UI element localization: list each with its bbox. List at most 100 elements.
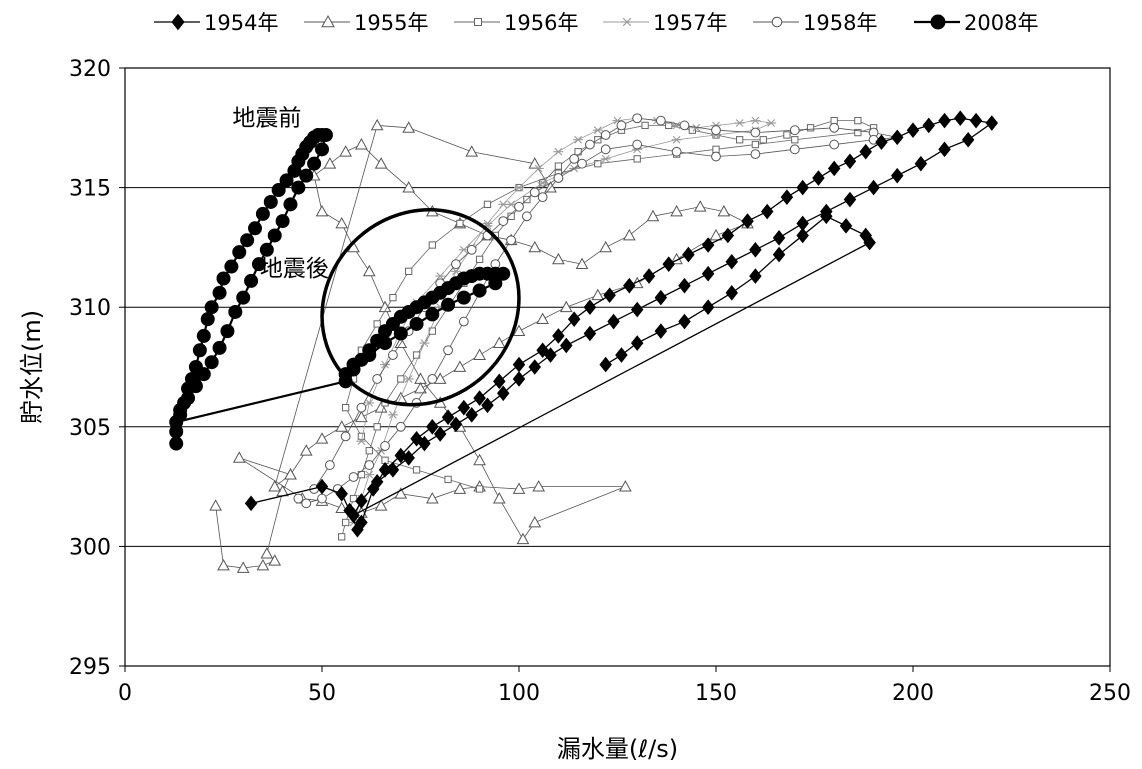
plot-area-frame	[124, 67, 1111, 667]
data-point	[450, 267, 461, 276]
data-point	[426, 418, 439, 435]
data-point	[380, 441, 390, 451]
data-point	[512, 371, 526, 387]
data-point	[293, 493, 304, 504]
data-point	[472, 283, 487, 298]
data-point	[528, 359, 542, 375]
data-point	[244, 273, 259, 288]
data-point	[567, 311, 581, 327]
x-tick-label: 0	[118, 681, 132, 706]
data-point	[791, 136, 799, 144]
data-point	[403, 375, 414, 383]
data-point	[496, 385, 510, 402]
data-point	[473, 453, 486, 466]
data-point	[355, 410, 368, 423]
data-point	[473, 348, 486, 360]
series-line	[250, 117, 993, 531]
data-point	[473, 390, 486, 406]
data-point	[859, 227, 872, 244]
data-point	[362, 348, 377, 363]
data-point	[441, 409, 455, 426]
data-point	[449, 416, 463, 433]
data-point	[372, 374, 383, 384]
gridlines	[125, 187, 1110, 547]
data-point	[721, 227, 735, 244]
annotation-label: 地震前	[232, 105, 301, 131]
legend-label: 1957年	[653, 11, 727, 35]
data-point	[725, 285, 739, 301]
data-point	[251, 257, 266, 272]
data-point	[655, 115, 666, 126]
y-tick-label: 320	[69, 57, 111, 82]
data-point	[212, 340, 227, 355]
legend-item: 1957年	[603, 11, 727, 35]
data-point	[583, 299, 597, 316]
data-point	[389, 293, 397, 302]
data-point	[204, 300, 219, 315]
data-point	[670, 204, 683, 217]
data-point	[268, 554, 282, 566]
data-point	[267, 228, 282, 243]
data-point	[969, 112, 983, 129]
data-point	[854, 116, 862, 125]
data-point	[374, 499, 388, 511]
data-point	[693, 200, 707, 212]
data-point	[961, 131, 975, 148]
data-point	[493, 373, 506, 390]
data-point	[341, 518, 350, 527]
data-point	[340, 431, 351, 442]
data-point	[711, 151, 721, 162]
data-point	[412, 351, 421, 359]
data-point	[616, 120, 627, 131]
y-tick-label: 310	[69, 296, 111, 321]
data-point	[783, 131, 791, 139]
data-point	[854, 128, 862, 137]
data-point	[577, 158, 587, 169]
data-point	[749, 241, 762, 258]
data-point	[789, 125, 800, 136]
data-point	[938, 141, 951, 158]
data-point	[709, 228, 723, 241]
data-point	[583, 325, 597, 342]
data-point	[244, 495, 258, 512]
data-point	[284, 468, 297, 480]
data-point	[938, 112, 951, 129]
data-point	[621, 17, 633, 27]
data-point	[394, 487, 408, 499]
data-point	[796, 179, 809, 196]
data-point	[196, 367, 211, 382]
data-point	[772, 230, 786, 246]
data-point	[380, 360, 391, 369]
legend-item: 1958年	[753, 11, 877, 35]
legend-item: 1956年	[454, 11, 578, 35]
data-point	[630, 335, 644, 351]
data-point	[348, 472, 359, 482]
data-point	[362, 264, 376, 277]
data-point	[299, 168, 314, 183]
data-point	[711, 125, 721, 136]
data-point	[240, 233, 255, 248]
data-point	[347, 507, 360, 524]
data-point	[829, 139, 840, 150]
data-point	[457, 399, 471, 416]
data-point	[216, 271, 231, 286]
data-point	[552, 252, 565, 265]
data-point	[236, 290, 251, 305]
data-point	[521, 211, 532, 222]
data-point	[734, 119, 745, 127]
data-point	[181, 391, 196, 406]
data-point	[341, 404, 350, 412]
data-point	[600, 155, 611, 163]
data-point	[481, 397, 494, 414]
data-point	[370, 474, 384, 490]
data-point	[200, 312, 215, 327]
data-point	[291, 180, 306, 195]
data-point	[725, 253, 739, 270]
data-point	[599, 356, 612, 373]
data-point	[169, 436, 184, 451]
data-point	[188, 379, 203, 394]
data-point	[224, 259, 239, 274]
x-tick-label: 150	[695, 681, 737, 706]
data-point	[192, 343, 207, 358]
data-point	[444, 475, 452, 484]
